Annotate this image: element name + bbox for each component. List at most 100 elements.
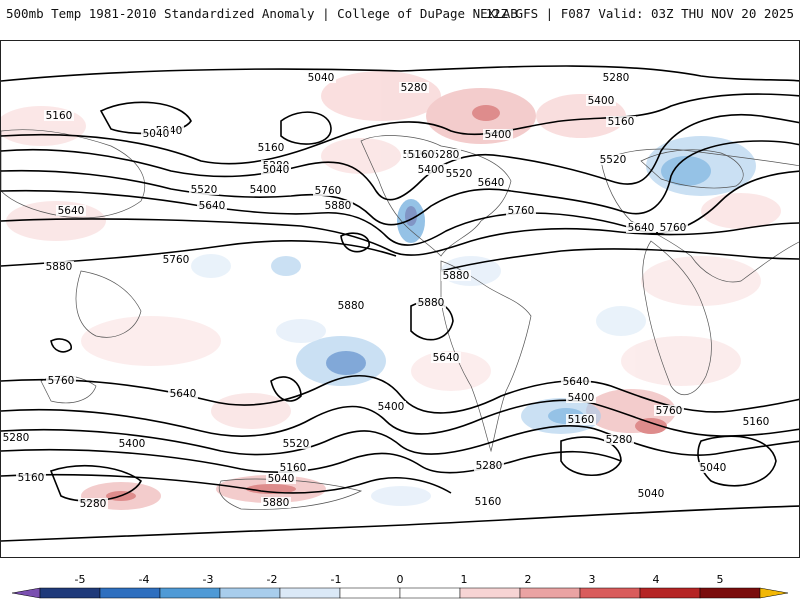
contour-label: 5760: [163, 254, 190, 266]
contour-label: 5760: [315, 185, 342, 197]
contour-label: 5400: [485, 129, 512, 141]
colorbar-tick-label: -5: [74, 573, 86, 586]
colorbar-swatch: [519, 587, 581, 599]
contour-label-bg: [281, 438, 311, 449]
colorbar-tick-label: 1: [460, 573, 468, 586]
contour-label-bg: [406, 149, 436, 160]
contour-label: 5640: [628, 222, 655, 234]
contour-label-bg: [741, 416, 771, 427]
colorbar-tick-label: -3: [202, 573, 214, 586]
contour-label-bg: [601, 72, 631, 83]
colorbar-tick-label: -2: [266, 573, 278, 586]
contour-label-bg: [266, 473, 296, 484]
contour-label-bg: [117, 438, 147, 449]
contour-label: 5400: [378, 401, 405, 413]
contour-label-bg: [416, 297, 446, 308]
colorbar-swatch: [159, 587, 221, 599]
contour-label-bg: [399, 82, 429, 93]
contour-label: 5040: [638, 488, 665, 500]
contour-label-bg: [626, 222, 656, 233]
colorbar-tick-label: 3: [588, 573, 596, 586]
contour-label: 5520: [446, 168, 473, 180]
colorbar-swatch: [99, 587, 161, 599]
contour-label: 5160: [475, 496, 502, 508]
contour-label-bg: [256, 142, 286, 153]
contour-label: 5400: [568, 392, 595, 404]
contour-label-bg: [141, 128, 171, 139]
colorbar-max-extend: [759, 587, 789, 599]
colorbar-tick-label: 0: [396, 573, 404, 586]
contour-label-bg: [56, 205, 86, 216]
contour-label-bg: [698, 462, 728, 473]
colorbar-tick-label: 2: [524, 573, 532, 586]
contour-label-bg: [78, 498, 108, 509]
map-title: 500mb Temp 1981-2010 Standardized Anomal…: [6, 6, 518, 21]
contour-label-bg: [474, 460, 504, 471]
contour-label: 5160: [46, 110, 73, 122]
contour-label-bg: [561, 376, 591, 387]
contour-label-bg: [376, 401, 406, 412]
contour-label: 5880: [263, 497, 290, 509]
contour-label: 5880: [443, 270, 470, 282]
anomaly-map: 5160528054005520504052805160504054005520…: [1, 65, 799, 542]
contour-label-bg: [278, 462, 308, 473]
contour-label-bg: [313, 185, 343, 196]
contour-label: 5160: [408, 149, 435, 161]
contour-label: 5760: [660, 222, 687, 234]
anomaly-colorbar: [11, 587, 789, 599]
contour-label: 5040: [263, 164, 290, 176]
contour-label: 5520: [191, 184, 218, 196]
contour-label-bg: [46, 375, 76, 386]
contour-label: 5400: [119, 438, 146, 450]
contour-label: 5280: [3, 432, 30, 444]
contour-label-bg: [506, 205, 536, 216]
contour-labels: 5160528054005520504052805160504054005520…: [1, 72, 771, 510]
contour-label-bg: [161, 254, 191, 265]
contour-label: 5040: [143, 128, 170, 140]
contour-label-bg: [189, 184, 219, 195]
contour-label: 5640: [433, 352, 460, 364]
contour-label-bg: [336, 300, 366, 311]
colorbar-swatch: [399, 587, 461, 599]
contour-label: 5160: [568, 414, 595, 426]
contour-label-bg: [586, 95, 616, 106]
contour-label: 5400: [418, 164, 445, 176]
contour-label-bg: [44, 110, 74, 121]
contour-label: 5280: [606, 434, 633, 446]
colorbar-swatch: [39, 587, 101, 599]
contour-label-bg: [483, 129, 513, 140]
contour-label: 5880: [325, 200, 352, 212]
contour-label: 5040: [268, 473, 295, 485]
contour-label: 5400: [250, 184, 277, 196]
colorbar-tick-label: 4: [652, 573, 660, 586]
contour-label-bg: [306, 72, 336, 83]
contour-label-bg: [44, 261, 74, 272]
colorbar-swatch: [279, 587, 341, 599]
contour-label-bg: [416, 164, 446, 175]
contour-label: 5760: [48, 375, 75, 387]
colorbar-swatch: [579, 587, 641, 599]
contour-label-bg: [566, 414, 596, 425]
colorbar-min-extend: [11, 587, 41, 599]
contour-label-bg: [636, 488, 666, 499]
contour-label: 5160: [258, 142, 285, 154]
contour-label-bg: [248, 184, 278, 195]
colorbar-swatch: [459, 587, 521, 599]
contour-label-bg: [598, 154, 628, 165]
contour-label-bg: [444, 168, 474, 179]
contour-label: 5880: [338, 300, 365, 312]
contour-label-bg: [606, 116, 636, 127]
colorbar-tick-label: -1: [330, 573, 342, 586]
contour-label-bg: [16, 472, 46, 483]
contour-label-bg: [604, 434, 634, 445]
contour-label: 5640: [199, 200, 226, 212]
contour-label-bg: [168, 388, 198, 399]
contour-label: 5880: [46, 261, 73, 273]
contour-label: 5520: [600, 154, 627, 166]
model-run-info: 12Z GFS | F087 Valid: 03Z THU NOV 20 202…: [485, 6, 794, 21]
colorbar-tick-label: 5: [716, 573, 724, 586]
contour-label: 5640: [563, 376, 590, 388]
contour-label-bg: [261, 497, 291, 508]
contour-label: 5280: [476, 460, 503, 472]
contour-label-bg: [323, 200, 353, 211]
